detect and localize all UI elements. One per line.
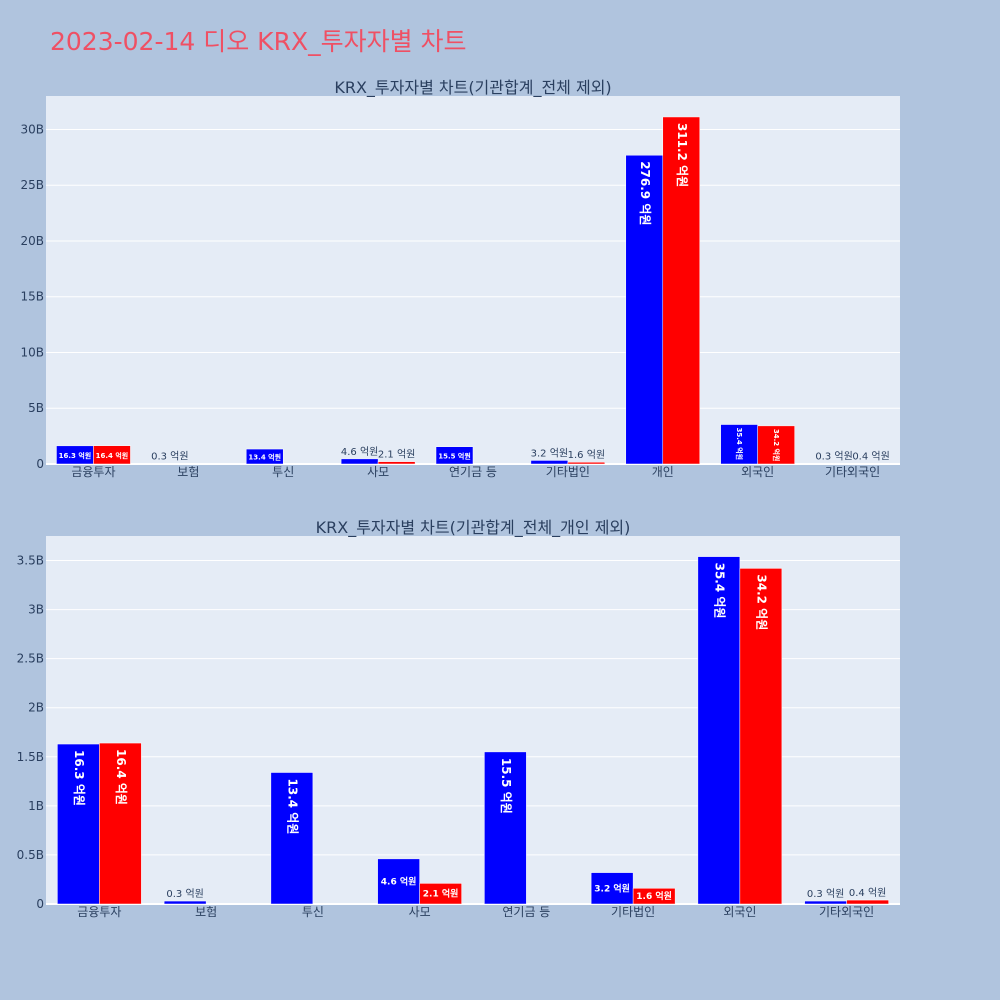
bar bbox=[57, 743, 100, 905]
x-tick-label: 연기금 등 bbox=[449, 465, 497, 479]
bar bbox=[632, 888, 676, 905]
x-tick-label: 기타외국인 bbox=[825, 465, 880, 479]
x-tick-label: 개인 bbox=[652, 465, 674, 479]
y-tick-label: 25B bbox=[20, 178, 44, 192]
bar bbox=[419, 883, 462, 905]
data-label: 1.6 억원 bbox=[636, 890, 672, 902]
bar bbox=[93, 445, 131, 465]
x-tick-label: 연기금 등 bbox=[502, 905, 550, 919]
x-tick-label: 사모 bbox=[367, 465, 389, 479]
bar bbox=[720, 424, 758, 465]
data-label: 16.4 억원 bbox=[96, 451, 129, 460]
bar bbox=[340, 458, 379, 465]
x-tick-label: 외국인 bbox=[723, 905, 756, 919]
x-tick-label: 금융투자 bbox=[77, 905, 121, 919]
x-tick-label: 보험 bbox=[195, 905, 217, 919]
x-tick-label: 투신 bbox=[302, 905, 324, 919]
y-tick-label: 15B bbox=[20, 290, 44, 304]
data-label: 1.6 억원 bbox=[568, 449, 605, 461]
bar bbox=[530, 460, 569, 465]
y-tick-label: 30B bbox=[20, 122, 44, 136]
data-label: 0.3 억원 bbox=[166, 888, 203, 900]
data-label: 0.4 억원 bbox=[849, 887, 886, 899]
data-label: 4.6 억원 bbox=[381, 875, 417, 887]
bar bbox=[163, 900, 207, 905]
data-label: 3.2 억원 bbox=[531, 447, 568, 459]
data-label: 0.3 억원 bbox=[807, 888, 844, 900]
x-tick-label: 기타외국인 bbox=[819, 905, 874, 919]
data-label: 16.4 억원 bbox=[114, 749, 128, 805]
bar bbox=[377, 858, 420, 905]
x-tick-label: 투신 bbox=[272, 465, 294, 479]
data-label: 15.5 억원 bbox=[438, 451, 471, 460]
x-tick-label: 사모 bbox=[409, 905, 431, 919]
y-tick-label: 5B bbox=[28, 401, 44, 415]
data-label: 16.3 억원 bbox=[59, 451, 92, 460]
data-label: 4.6 억원 bbox=[341, 446, 378, 458]
y-tick-label: 10B bbox=[20, 345, 44, 359]
bar bbox=[697, 556, 741, 905]
bar bbox=[757, 425, 795, 465]
bar bbox=[99, 742, 142, 905]
data-label: 0.4 억원 bbox=[852, 451, 889, 463]
y-tick-label: 0.5B bbox=[17, 848, 44, 862]
data-label: 3.2 억원 bbox=[594, 882, 630, 894]
bar bbox=[435, 446, 474, 465]
x-tick-label: 기타법인 bbox=[546, 465, 590, 479]
x-tick-label: 기타법인 bbox=[611, 905, 655, 919]
bar bbox=[484, 751, 527, 905]
y-tick-label: 1B bbox=[28, 799, 44, 813]
page-title: 2023-02-14 디오 KRX_투자자별 차트 bbox=[50, 27, 467, 56]
chart-2: KRX_투자자별 차트(기관합계_전체_개인 제외) 0 0.5B 1B 1.5B 2B 2… bbox=[17, 518, 900, 919]
data-label: 2.1 억원 bbox=[378, 449, 415, 461]
x-tick-label: 보험 bbox=[177, 465, 199, 479]
y-tick-label: 2B bbox=[28, 701, 44, 715]
data-label: 2.1 억원 bbox=[423, 888, 459, 900]
plot-area bbox=[46, 96, 900, 464]
data-label: 13.4 억원 bbox=[248, 453, 281, 462]
bar bbox=[846, 899, 889, 905]
y-tick-label: 0 bbox=[36, 897, 44, 911]
bar bbox=[377, 461, 416, 465]
bar bbox=[590, 872, 634, 905]
bar bbox=[739, 568, 783, 905]
y-tick-label: 20B bbox=[20, 234, 44, 248]
bar bbox=[662, 116, 701, 465]
data-label: 13.4 억원 bbox=[285, 779, 299, 835]
x-tick-label: 금융투자 bbox=[71, 465, 115, 479]
bar bbox=[567, 461, 606, 465]
y-tick-label: 0 bbox=[36, 457, 44, 471]
data-label: 276.9 억원 bbox=[638, 161, 652, 225]
chart-1: KRX_투자자별 차트(기관합계_전체 제외) 0 5B 10B 15B 20B 25B 30… bbox=[20, 78, 900, 479]
data-label: 0.3 억원 bbox=[815, 451, 852, 463]
y-tick-label: 3.5B bbox=[17, 554, 44, 568]
bar bbox=[625, 154, 664, 465]
data-label: 311.2 억원 bbox=[675, 123, 689, 187]
data-label: 34.2 억원 bbox=[772, 429, 781, 462]
x-tick-label: 외국인 bbox=[741, 465, 774, 479]
data-label: 15.5 억원 bbox=[499, 758, 513, 814]
data-label: 16.3 억원 bbox=[72, 750, 86, 806]
y-tick-label: 2.5B bbox=[17, 652, 44, 666]
bar bbox=[804, 900, 847, 905]
data-label: 0.3 억원 bbox=[151, 451, 188, 463]
chart-title: KRX_투자자별 차트(기관합계_전체_개인 제외) bbox=[316, 518, 631, 538]
data-label: 34.2 억원 bbox=[754, 574, 768, 630]
data-label: 35.4 억원 bbox=[712, 563, 726, 619]
y-tick-label: 3B bbox=[28, 603, 44, 617]
chart-title: KRX_투자자별 차트(기관합계_전체 제외) bbox=[334, 78, 611, 98]
y-tick-label: 1.5B bbox=[17, 750, 44, 764]
bar bbox=[245, 448, 284, 465]
data-label: 35.4 억원 bbox=[735, 428, 744, 461]
bar bbox=[270, 772, 314, 905]
